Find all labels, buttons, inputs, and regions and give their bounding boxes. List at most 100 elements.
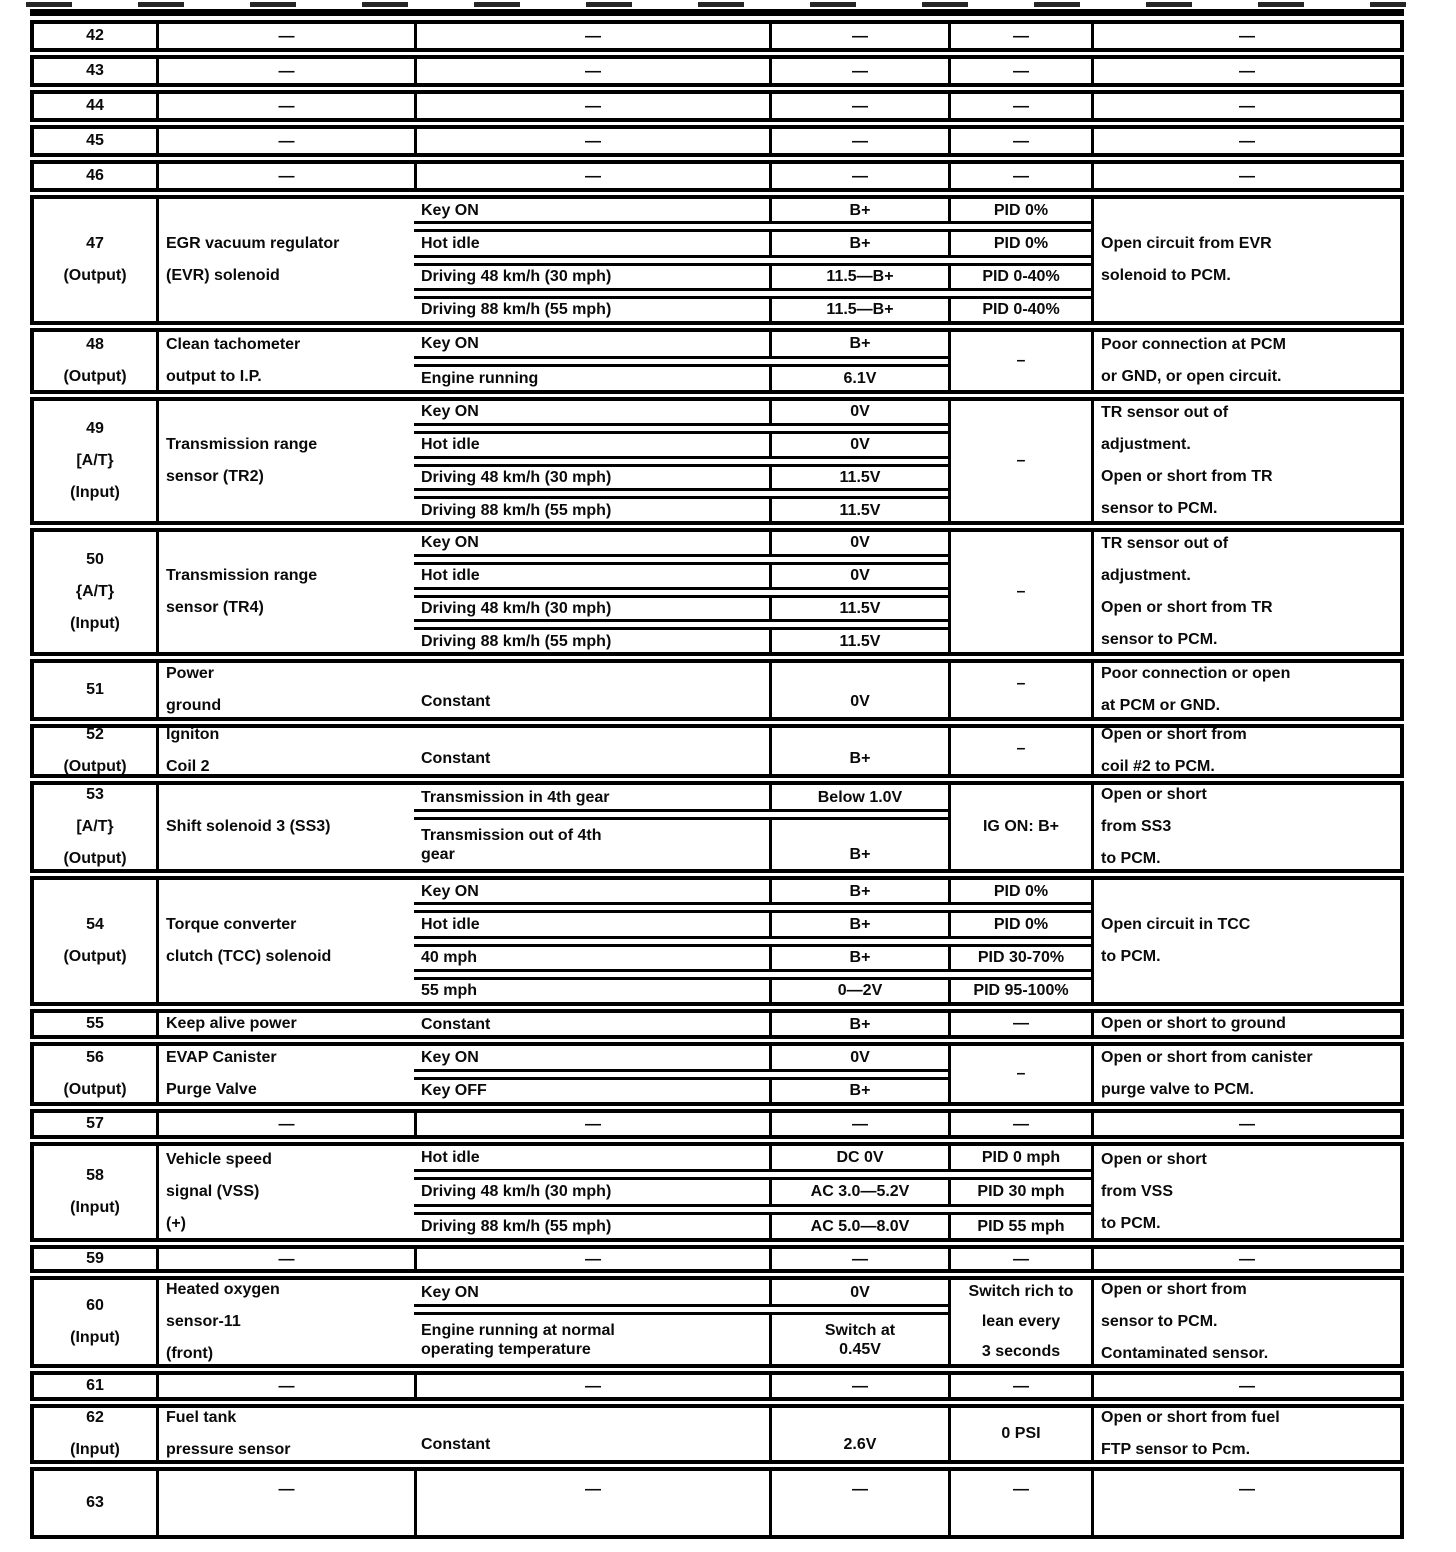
dash-cell-line: — — [278, 1481, 295, 1498]
voltage-cell: 0V — [769, 564, 948, 587]
diagnosis-cell-line: Open circuit from EVR — [1101, 235, 1272, 252]
pin-cell-line: 47 — [86, 235, 104, 252]
voltage-cell-line: B+ — [849, 234, 871, 252]
dash-cell: — — [948, 1113, 1091, 1135]
diagnosis-cell: Poor connection at PCM or GND, or open ci… — [1091, 332, 1400, 390]
voltage-cell-line: B+ — [849, 915, 871, 933]
condition-cell-line: Hot idle — [421, 567, 480, 585]
voltage-cell: 0V — [769, 401, 948, 423]
diagnosis-cell: Open circuit from EVR solenoid to PCM. — [1091, 199, 1400, 321]
diagnosis-cell: Open or short from coil #2 to PCM. — [1091, 728, 1400, 774]
condition-cell-line: Key ON — [421, 882, 479, 900]
condition-cell: Hot idle — [414, 232, 769, 254]
description-cell: EVAP Canister Purge Valve — [156, 1046, 414, 1102]
description-cell-line: clutch (TCC) solenoid — [166, 948, 332, 965]
dash-cell: — — [948, 129, 1091, 153]
voltage-cell: B+ — [769, 880, 948, 903]
condition-subrow: Driving 88 km/h (55 mph) 11.5—B+ PID 0-40% — [414, 295, 1091, 321]
condition-subrow: Hot idle B+ PID 0% — [414, 910, 1091, 939]
dash-cell-line: — — [278, 167, 295, 185]
condition-cell-line: Key ON — [421, 403, 479, 421]
condition-cell: Driving 48 km/h (30 mph) — [414, 266, 769, 288]
dash-cell-line: — — [1013, 27, 1029, 45]
dash-cell-line: — — [585, 27, 601, 45]
dash-cell-line: — — [1013, 1115, 1029, 1133]
dash-cell: — — [414, 129, 769, 153]
pin-cell: 42 — [34, 24, 156, 48]
condition-cell: Constant — [414, 663, 769, 717]
pin-cell: 56 (Output) — [34, 1046, 156, 1102]
pid-cell: PID 95-100% — [948, 979, 1091, 1002]
voltage-cell-line: 11.5V — [839, 599, 881, 617]
dash-cell-line: — — [1239, 97, 1255, 115]
pin-cell: 62 (Input) — [34, 1408, 156, 1460]
dash-cell-line: — — [1013, 62, 1029, 80]
diagnosis-cell-line: purge valve to PCM. — [1101, 1081, 1254, 1098]
pin-cell: 50 {A/T} (Input) — [34, 532, 156, 652]
dash-cell-line: — — [585, 1481, 601, 1498]
pid-cell-line: — — [1013, 1015, 1029, 1032]
condition-cell: 55 mph — [414, 980, 769, 1002]
dash-cell: — — [1091, 59, 1400, 83]
condition-cell: Hot idle — [414, 1146, 769, 1169]
dash-cell-line: — — [852, 62, 868, 80]
diagnosis-cell: Open or short from VSS to PCM. — [1091, 1146, 1400, 1238]
diagnosis-cell-line: or GND, or open circuit. — [1101, 368, 1282, 385]
pcm-pin-voltage-table: 42 — — — — — 43 — — — — — 44 — — — — — 45 — — — — — 46 — — — — — 47 (Ou… — [30, 20, 1404, 1539]
condition-cell: Hot idle — [414, 913, 769, 935]
dash-cell-line: — — [278, 1377, 295, 1395]
dash-cell: — — [769, 1375, 948, 1397]
diagnosis-cell-line: Open circuit in TCC — [1101, 916, 1251, 933]
description-cell: Transmission range sensor (TR4) — [156, 532, 414, 652]
pid-cell: PID 0% — [948, 880, 1091, 903]
dash-cell: — — [156, 1249, 414, 1269]
condition-cell: Key ON — [414, 332, 769, 356]
condition-subrow: Hot idle 0V — [414, 561, 948, 590]
voltage-cell-line: 0V — [850, 693, 870, 710]
dash-cell: — — [156, 1375, 414, 1397]
pin-cell-line: 48 — [86, 336, 104, 353]
condition-cell-line: Constant — [421, 750, 491, 767]
dash-cell-line: — — [1239, 1115, 1255, 1133]
pin-cell-line: [A/T} — [76, 452, 114, 469]
pin-cell-line: [A/T} — [76, 818, 114, 835]
dash-cell-line: — — [585, 1377, 601, 1395]
voltage-cell-line: 11.5V — [839, 632, 881, 650]
condition-cell-line: Constant — [421, 693, 491, 710]
pin-cell: 49 [A/T} (Input) — [34, 401, 156, 521]
condition-subrow: Transmission out of 4th gear B+ — [414, 817, 948, 869]
voltage-cell: B+ — [769, 1079, 948, 1102]
diagnosis-cell-line: sensor to PCM. — [1101, 500, 1218, 517]
description-cell-line: Heated oxygen — [166, 1281, 280, 1298]
dash-cell: — — [414, 59, 769, 83]
conditions-area: Constant 0V — [414, 663, 948, 717]
condition-cell: Key ON — [414, 1280, 769, 1304]
pid-cell: Switch rich to lean every 3 seconds — [948, 1280, 1091, 1364]
pin-cell-line: 59 — [86, 1250, 104, 1267]
pin-cell: 43 — [34, 59, 156, 83]
dash-cell-line: — — [1239, 27, 1255, 45]
pid-cell: – — [948, 532, 1091, 652]
condition-cell: Driving 88 km/h (55 mph) — [414, 299, 769, 321]
dash-cell: — — [1091, 1471, 1400, 1535]
pin-cell: 48 (Output) — [34, 332, 156, 390]
conditions-area: Key ON B+ PID 0% Hot idle B+ PID 0% Driving 48… — [414, 199, 1091, 321]
pin-cell-line: (Input) — [70, 1199, 120, 1216]
pin-cell-line: {A/T} — [75, 583, 115, 600]
condition-cell-line: 40 mph — [421, 949, 478, 967]
pin-cell-line: (Input) — [70, 1329, 120, 1346]
dash-cell-line: — — [852, 1250, 868, 1268]
condition-cell-line: 55 mph — [421, 982, 478, 1000]
condition-cell-line: Key ON — [421, 1283, 479, 1301]
voltage-cell: 11.5—B+ — [769, 265, 948, 288]
condition-cell: Driving 48 km/h (30 mph) — [414, 467, 769, 489]
dash-cell: — — [414, 164, 769, 188]
pid-cell: 0 PSI — [948, 1408, 1091, 1460]
pin-cell-line: 50 — [86, 551, 104, 568]
dash-cell: — — [156, 59, 414, 83]
pin-cell-line: 44 — [86, 97, 104, 114]
table-row-pin-49: 49 [A/T} (Input) Transmission range sensor (… — [30, 397, 1404, 525]
dash-cell-line: — — [585, 1250, 601, 1268]
conditions-area: Transmission in 4th gear Below 1.0V Transm… — [414, 785, 948, 869]
condition-subrow: Driving 88 km/h (55 mph) 11.5V — [414, 627, 948, 652]
